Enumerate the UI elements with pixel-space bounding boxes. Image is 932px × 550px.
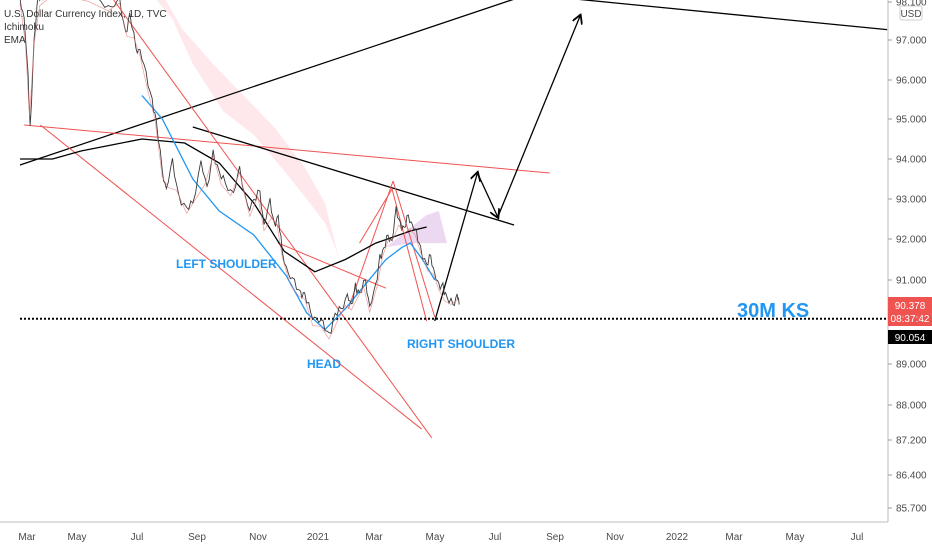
y-tick-label: 88.000 <box>896 401 927 412</box>
y-tick-label: 94.000 <box>896 155 927 166</box>
x-tick-label: Jul <box>131 532 144 543</box>
trend-line <box>19 0 514 166</box>
y-tick-label: 92.000 <box>896 235 927 246</box>
x-tick-label: Jul <box>489 532 502 543</box>
y-tick-label: 98.100 <box>896 0 927 9</box>
x-tick-label: Nov <box>249 532 267 543</box>
y-tick-label: 95.000 <box>896 115 927 126</box>
price-axis[interactable]: 98.100 97.000 96.000 95.000 94.000 93.000 92.0… <box>888 0 927 515</box>
current-price-tag: 90.378 08:37:42 <box>888 297 932 326</box>
symbol-title[interactable]: U.S. Dollar Currency Index, 1D, TVC <box>4 9 167 20</box>
currency-badge[interactable] <box>899 5 923 21</box>
trend-line <box>497 16 580 218</box>
y-tick-label: 89.000 <box>896 360 927 371</box>
y-tick-label: 93.000 <box>896 195 927 206</box>
x-tick-label: 2022 <box>666 532 689 543</box>
trend-line <box>24 124 550 174</box>
x-tick-label: Sep <box>546 532 564 543</box>
horizontal-line-price-tag: 90.054 <box>888 330 932 344</box>
ichimoku-lagging-line <box>19 0 458 340</box>
y-tick-label: 96.000 <box>896 76 927 87</box>
x-tick-label: Mar <box>18 532 36 543</box>
x-tick-label: May <box>68 532 87 543</box>
chart-legend: U.S. Dollar Currency Index, 1D, TVC Ichi… <box>4 8 167 47</box>
x-tick-label: Mar <box>365 532 383 543</box>
bar-countdown: 08:37:42 <box>891 314 930 325</box>
head-label[interactable]: HEAD <box>307 357 341 371</box>
x-tick-label: Nov <box>606 532 624 543</box>
trend-line <box>578 0 888 31</box>
y-tick-label: 85.700 <box>896 504 927 515</box>
thirty-minute-ks-label[interactable]: 30M KS <box>737 300 809 322</box>
trend-line <box>476 172 497 217</box>
y-tick-label: 86.400 <box>896 471 927 482</box>
ema-line <box>20 138 427 273</box>
x-tick-label: 2021 <box>307 532 330 543</box>
trend-line <box>40 124 422 430</box>
left-shoulder-label[interactable]: LEFT SHOULDER <box>176 257 277 271</box>
trend-line <box>113 0 433 439</box>
y-tick-label: 91.000 <box>896 276 927 287</box>
x-tick-label: May <box>426 532 445 543</box>
trend-line <box>359 188 393 244</box>
ichimoku-indicator-label[interactable]: Ichimoku <box>4 22 45 33</box>
x-tick-label: Sep <box>188 532 206 543</box>
x-tick-label: Jul <box>851 532 864 543</box>
current-price-value: 90.378 <box>895 301 926 312</box>
horizontal-line-value: 90.054 <box>895 333 926 344</box>
trend-line <box>192 126 515 226</box>
x-tick-label: Mar <box>725 532 743 543</box>
plot-area[interactable] <box>0 0 888 522</box>
ichimoku-cloud <box>156 0 342 268</box>
price-layer <box>19 0 460 340</box>
x-tick-label: May <box>786 532 805 543</box>
y-tick-label: 97.000 <box>896 36 927 47</box>
trend-line <box>391 188 428 322</box>
time-axis[interactable]: Mar May Jul Sep Nov 2021 Mar May Jul Sep Nov 2022 Ma… <box>18 532 863 543</box>
y-tick-label: 87.200 <box>896 436 927 447</box>
currency-label: USD <box>900 9 921 20</box>
ema-indicator-label[interactable]: EMA <box>4 35 26 46</box>
right-shoulder-label[interactable]: RIGHT SHOULDER <box>407 337 515 351</box>
